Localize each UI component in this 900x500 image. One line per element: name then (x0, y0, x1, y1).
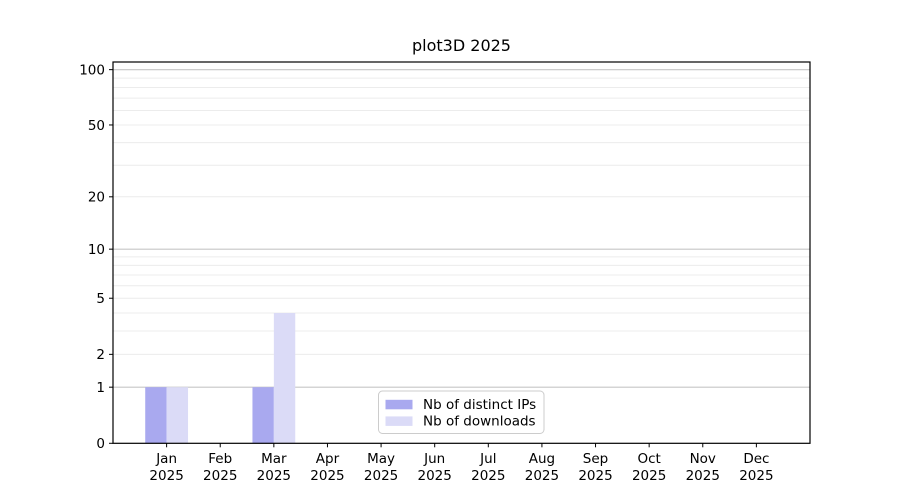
y-tick-label-20: 20 (88, 190, 105, 206)
x-tick-month-text: Aug (529, 451, 555, 467)
bar-jan-nb-of-distinct-ips (145, 387, 167, 444)
x-tick-month-text: Nov (690, 451, 716, 467)
x-tick-year-text: 2025 (686, 468, 720, 484)
x-tick-year-text: 2025 (203, 468, 237, 484)
x-tick-month-text: Feb (208, 451, 232, 467)
x-tick-year-text: 2025 (310, 468, 344, 484)
x-tick-year-text: 2025 (149, 468, 183, 484)
x-tick-year-text: 2025 (578, 468, 612, 484)
x-tick-month-text: Jul (479, 451, 496, 467)
x-tick-label-may: May 2025 (364, 451, 398, 484)
x-tick-month-text: May (367, 451, 395, 467)
x-tick-label-aug: Aug 2025 (525, 451, 559, 484)
legend-swatch-nb-of-downloads (385, 416, 413, 426)
y-tick-label-1: 1 (96, 380, 105, 396)
x-tick-label-nov: Nov 2025 (686, 451, 720, 484)
x-tick-month-text: Sep (583, 451, 608, 467)
x-tick-month-text: Oct (637, 451, 660, 467)
x-tick-year-text: 2025 (739, 468, 773, 484)
chart-title: plot3D 2025 (412, 36, 511, 55)
x-tick-month-text: Apr (316, 451, 340, 467)
x-tick-month-text: Mar (261, 451, 287, 467)
x-tick-year-text: 2025 (364, 468, 398, 484)
x-tick-year-text: 2025 (418, 468, 452, 484)
x-tick-label-jan: Jan 2025 (149, 451, 183, 484)
x-tick-label-mar: Mar 2025 (257, 451, 291, 484)
x-tick-month-text: Jun (423, 451, 445, 467)
legend-label-nb-of-distinct-ips: Nb of distinct IPs (423, 397, 536, 413)
y-tick-label-2: 2 (96, 347, 105, 363)
x-tick-year-text: 2025 (525, 468, 559, 484)
x-tick-label-dec: Dec 2025 (739, 451, 773, 484)
legend-swatch-nb-of-distinct-ips (385, 399, 413, 410)
plot-frame (112, 61, 811, 444)
x-tick-year-text: 2025 (471, 468, 505, 484)
y-tick-label-100: 100 (79, 62, 105, 78)
x-tick-label-jun: Jun 2025 (418, 451, 452, 484)
legend-label-nb-of-downloads: Nb of downloads (423, 414, 536, 430)
x-tick-year-text: 2025 (257, 468, 291, 484)
y-tick-label-5: 5 (96, 291, 105, 307)
bar-mar-nb-of-downloads (273, 312, 296, 444)
x-tick-label-feb: Feb 2025 (203, 451, 237, 484)
x-tick-month-text: Dec (743, 451, 769, 467)
bar-jan-nb-of-downloads (166, 387, 189, 444)
x-tick-month-text: Jan (155, 451, 177, 467)
legend-box (378, 390, 545, 434)
y-tick-label-10: 10 (88, 242, 105, 258)
x-tick-label-oct: Oct 2025 (632, 451, 666, 484)
x-tick-label-sep: Sep 2025 (578, 451, 612, 484)
x-tick-label-apr: Apr 2025 (310, 451, 344, 484)
x-tick-label-jul: Jul 2025 (471, 451, 505, 484)
y-tick-label-0: 0 (96, 436, 105, 452)
x-tick-year-text: 2025 (632, 468, 666, 484)
y-tick-label-50: 50 (88, 118, 105, 134)
bar-mar-nb-of-distinct-ips (252, 387, 274, 444)
